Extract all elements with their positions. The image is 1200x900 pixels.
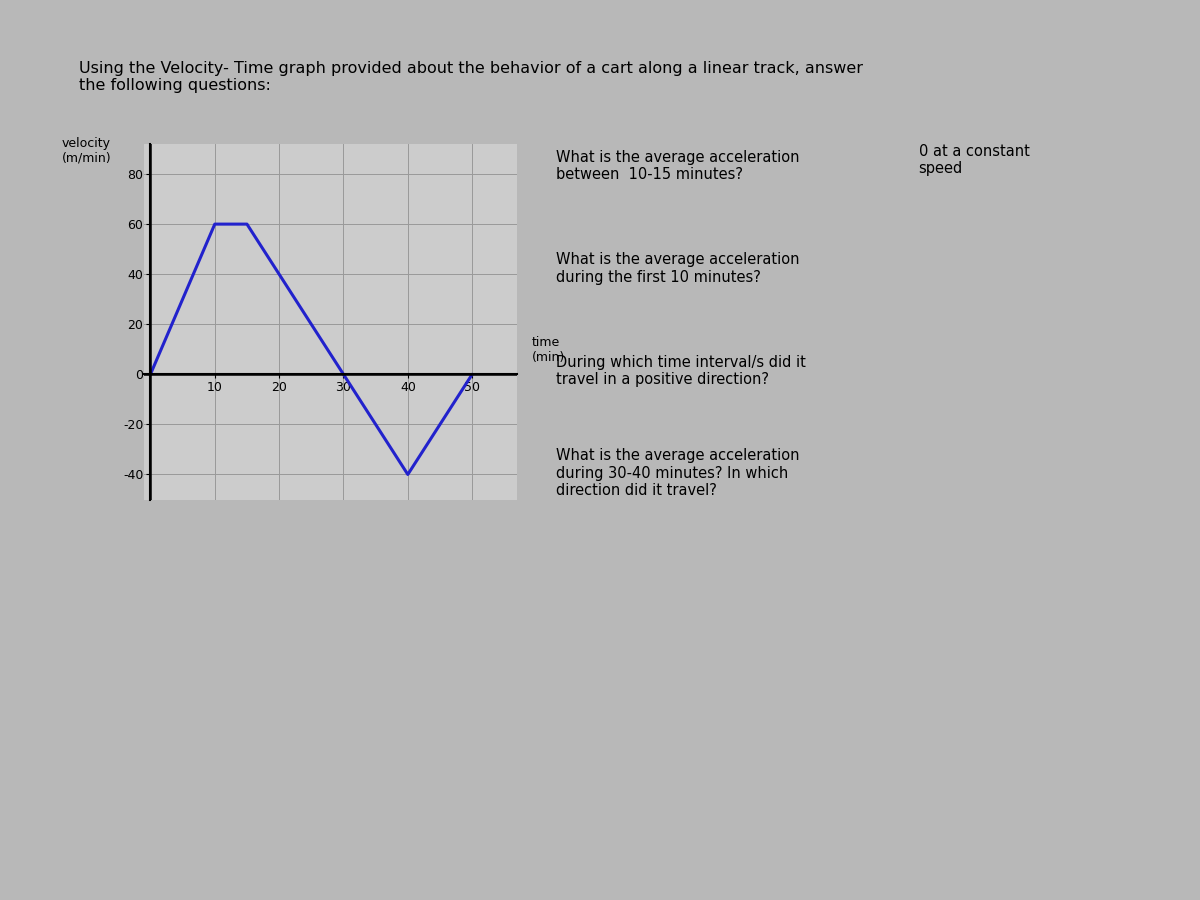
Text: Using the Velocity- Time graph provided about the behavior of a cart along a lin: Using the Velocity- Time graph provided … [79,61,863,94]
Text: 0 at a constant
speed: 0 at a constant speed [918,144,1030,176]
Text: What is the average acceleration
during the first 10 minutes?: What is the average acceleration during … [556,252,799,284]
Text: What is the average acceleration
between  10-15 minutes?: What is the average acceleration between… [556,150,799,183]
Text: During which time interval/s did it
travel in a positive direction?: During which time interval/s did it trav… [556,355,805,387]
Text: What is the average acceleration
during 30-40 minutes? In which
direction did it: What is the average acceleration during … [556,448,799,499]
Text: velocity
(m/min): velocity (m/min) [62,137,112,165]
Text: time
(min): time (min) [532,337,565,365]
